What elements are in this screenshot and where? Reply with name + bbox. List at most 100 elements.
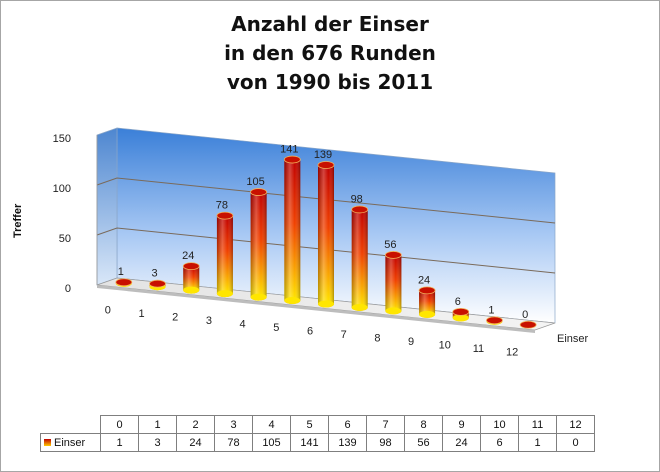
data-table: 0 1 2 3 4 5 6 7 8 9 10 11 12 Einser 1 3 24 78 105 141 139 9… (40, 415, 595, 452)
data-table-value: 105 (252, 433, 291, 452)
data-table-header-row: 0 1 2 3 4 5 6 7 8 9 10 11 12 (40, 415, 595, 434)
bar (149, 279, 166, 291)
data-table-category: 3 (214, 415, 253, 434)
bar (418, 286, 436, 318)
chart-floor-edge (97, 285, 535, 333)
bar-top-cap (216, 211, 234, 220)
chart-side-wall (96, 127, 118, 286)
bar-bottom-cap (419, 310, 436, 318)
data-label: 141 (280, 144, 298, 156)
data-label: 78 (216, 200, 228, 212)
y-tick-label: 0 (65, 283, 71, 295)
x-tick-label: 7 (341, 329, 347, 341)
bar (283, 155, 301, 305)
bar-shade (385, 254, 402, 311)
data-table-value: 78 (214, 433, 253, 452)
data-table-category: 4 (252, 415, 291, 434)
data-table-category: 6 (328, 415, 367, 434)
bar-top-cap (250, 188, 268, 196)
bar (452, 307, 470, 322)
x-tick-label: 4 (240, 319, 246, 331)
bar-bottom-cap (351, 303, 368, 311)
bar (317, 161, 335, 308)
bar (250, 188, 268, 301)
data-table-category: 0 (100, 415, 139, 434)
chart-title-line-2: in den 676 Runden (224, 41, 436, 65)
data-label: 24 (418, 274, 430, 286)
bar-bottom-cap (183, 286, 200, 294)
gridline (96, 227, 556, 274)
data-label: 3 (151, 268, 157, 280)
bar-top-cap (384, 251, 402, 259)
data-table-value: 139 (328, 433, 367, 452)
bar (519, 320, 537, 329)
x-tick-label: 10 (439, 339, 451, 351)
data-label: 139 (314, 149, 332, 161)
legend-label: Einser (54, 436, 86, 449)
data-table-category: 12 (556, 415, 595, 434)
y-tick-label: 50 (59, 233, 71, 245)
bar-shade (183, 266, 200, 291)
data-label: 24 (182, 250, 194, 262)
bar-top-cap (452, 307, 470, 316)
bar-bottom-cap (216, 290, 233, 298)
y-axis-title: Treffer (12, 203, 24, 238)
data-table-value: 56 (404, 433, 443, 452)
data-table-value: 0 (556, 433, 595, 452)
bar-top-cap (283, 155, 301, 164)
data-label: 1 (488, 304, 494, 316)
bar-shade (216, 215, 233, 294)
data-table-corner (40, 415, 101, 434)
x-tick-label: 8 (374, 332, 380, 344)
data-table-value: 1 (518, 433, 557, 452)
data-label: 1 (118, 266, 124, 278)
data-table-category: 11 (518, 415, 557, 434)
data-table-value: 1 (100, 433, 139, 452)
data-table-value: 141 (290, 433, 329, 452)
data-table-category: 2 (176, 415, 215, 434)
x-tick-label: 9 (408, 336, 414, 348)
bar-top-cap (418, 286, 436, 295)
x-tick-label: 1 (138, 308, 144, 320)
data-table-category: 10 (480, 415, 519, 434)
bar-top-cap (317, 161, 335, 169)
bar (384, 251, 402, 315)
data-table-value: 98 (366, 433, 405, 452)
data-table-category: 1 (138, 415, 177, 434)
legend-entry: Einser (40, 433, 101, 452)
bar-top-cap (351, 205, 369, 214)
chart-title-line-1: Anzahl der Einser (231, 12, 429, 36)
bar (351, 205, 369, 311)
bar (115, 278, 133, 287)
bar (182, 262, 200, 294)
y-tick-label: 150 (53, 133, 71, 145)
bar-top-cap (149, 279, 166, 288)
data-table-category: 5 (290, 415, 329, 434)
x-tick-label: 2 (172, 312, 178, 324)
x-tick-label: 6 (307, 326, 313, 338)
data-table-value: 3 (138, 433, 177, 452)
gridline (96, 177, 556, 224)
data-table-category: 8 (404, 415, 443, 434)
data-table-value: 6 (480, 433, 519, 452)
data-label: 0 (522, 309, 528, 321)
data-table-value: 24 (176, 433, 215, 452)
bar-shade (351, 209, 368, 308)
bar (216, 211, 234, 298)
x-tick-label: 3 (206, 315, 212, 327)
data-table-category: 9 (442, 415, 481, 434)
bar-top-cap (486, 316, 503, 325)
x-tick-label: 5 (273, 322, 279, 334)
bar-bottom-cap (318, 300, 334, 308)
bar-shade (419, 290, 436, 315)
bar-top-cap (519, 320, 537, 329)
bar-shade (318, 165, 334, 304)
bar-bottom-cap (284, 297, 301, 305)
y-tick-label: 100 (53, 183, 71, 195)
bar-shade (284, 159, 301, 301)
chart-title-line-3: von 1990 bis 2011 (226, 70, 434, 94)
bar-bottom-cap (385, 307, 402, 315)
chart-title: Anzahl der Einser in den 676 Runden von … (0, 10, 660, 97)
data-table-value-row: Einser 1 3 24 78 105 141 139 98 56 24 6 1 0 (40, 433, 595, 452)
